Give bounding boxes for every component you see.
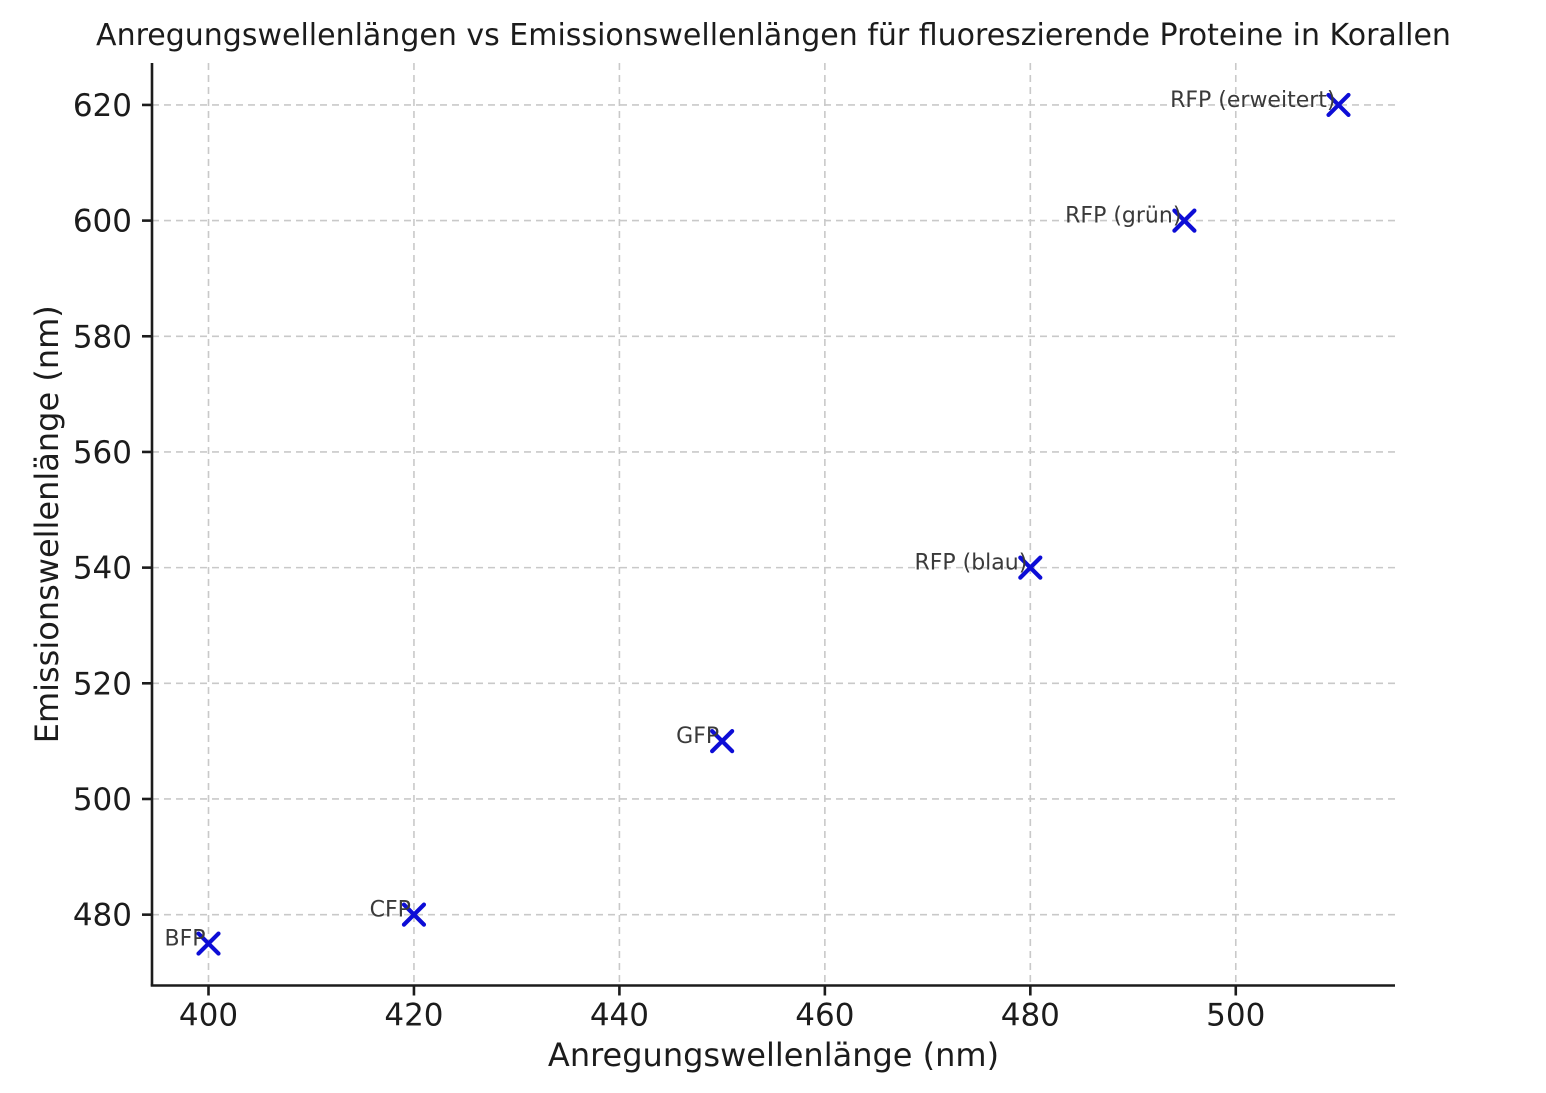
data-point-label: RFP (grün) <box>1065 204 1181 229</box>
tick-layer: 400 420 440 460 480 500 480 500 520 540 560 580 600 6… <box>73 88 1266 1034</box>
data-point-label: GFP <box>676 724 719 749</box>
y-tick-label: 560 <box>73 435 132 471</box>
data-point-marker <box>401 902 427 927</box>
y-tick-label: 580 <box>73 319 132 355</box>
data-point: GFP <box>676 724 735 754</box>
data-point-marker <box>710 729 735 754</box>
y-tick-label: 620 <box>73 88 132 124</box>
data-point-label: BFP <box>164 927 205 952</box>
data-point-label: CFP <box>370 898 411 923</box>
y-tick-label: 480 <box>73 898 132 934</box>
data-point-label: RFP (blau) <box>914 551 1027 576</box>
data-point-marker <box>196 931 221 956</box>
y-tick-label: 600 <box>73 204 132 240</box>
x-tick-label: 440 <box>590 998 649 1034</box>
y-tick-label: 500 <box>73 782 132 818</box>
axes-spines <box>150 63 1395 987</box>
y-tick-label: 520 <box>73 666 132 702</box>
x-tick-label: 480 <box>1001 998 1060 1034</box>
y-axis-label: Emissionswellenlänge (nm) <box>28 305 66 743</box>
data-point-marker <box>1018 555 1043 580</box>
data-point: CFP <box>370 898 427 927</box>
data-points-layer: BFP CFP GFP RFP (blau) RFP (grün) RFP (erweit… <box>164 88 1351 956</box>
data-point: RFP (erweitert) <box>1170 88 1351 118</box>
data-point: BFP <box>164 927 221 956</box>
x-axis-label: Anregungswellenlänge (nm) <box>548 1036 999 1074</box>
x-tick-label: 400 <box>179 998 238 1034</box>
data-point: RFP (grün) <box>1065 204 1197 233</box>
chart-title: Anregungswellenlängen vs Emissionswellen… <box>96 18 1451 53</box>
x-tick-label: 420 <box>384 998 443 1034</box>
x-tick-label: 500 <box>1206 998 1265 1034</box>
y-tick-label: 540 <box>73 551 132 587</box>
grid-layer <box>152 63 1395 986</box>
data-point-label: RFP (erweitert) <box>1170 88 1335 113</box>
data-point-marker <box>1172 208 1197 233</box>
data-point-marker <box>1326 92 1351 118</box>
data-point: RFP (blau) <box>914 551 1043 580</box>
x-tick-label: 460 <box>795 998 854 1034</box>
